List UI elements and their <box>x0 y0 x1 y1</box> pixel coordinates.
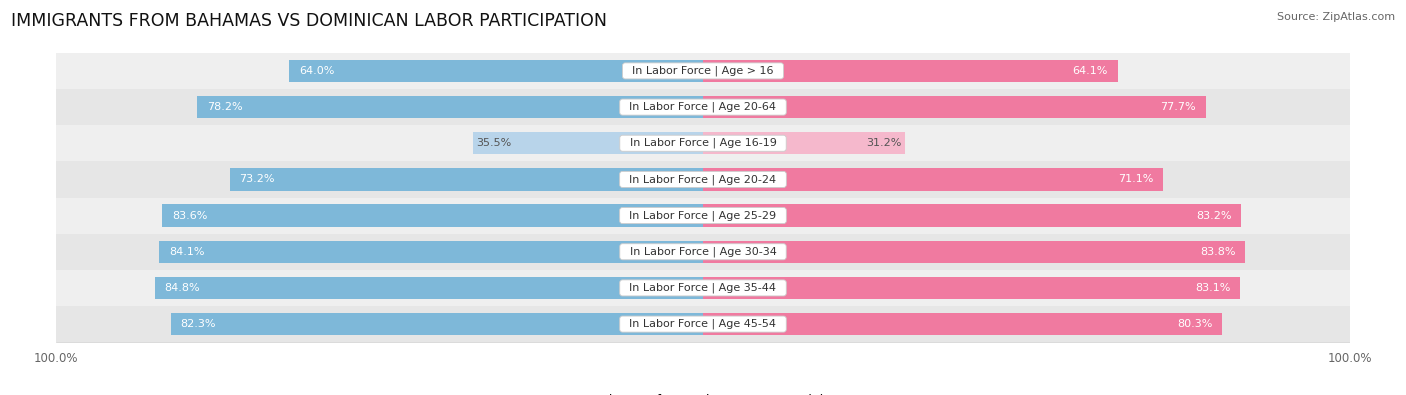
Text: In Labor Force | Age 35-44: In Labor Force | Age 35-44 <box>623 283 783 293</box>
Text: 83.8%: 83.8% <box>1199 247 1236 257</box>
Text: 64.1%: 64.1% <box>1073 66 1108 76</box>
Bar <box>197 96 703 118</box>
Bar <box>703 132 905 154</box>
Text: 77.7%: 77.7% <box>1160 102 1197 112</box>
Bar <box>290 60 703 82</box>
Bar <box>703 277 1240 299</box>
Bar <box>159 241 703 263</box>
Text: 83.6%: 83.6% <box>172 211 208 220</box>
Text: 84.8%: 84.8% <box>165 283 200 293</box>
Text: Source: ZipAtlas.com: Source: ZipAtlas.com <box>1277 12 1395 22</box>
Bar <box>155 277 703 299</box>
Bar <box>162 204 703 227</box>
Text: 80.3%: 80.3% <box>1177 319 1212 329</box>
Text: 73.2%: 73.2% <box>239 175 274 184</box>
Bar <box>703 241 1244 263</box>
Bar <box>170 313 703 335</box>
Legend: Immigrants from Bahamas, Dominican: Immigrants from Bahamas, Dominican <box>560 394 846 395</box>
Bar <box>56 198 1350 234</box>
Text: 31.2%: 31.2% <box>866 138 901 148</box>
Text: 78.2%: 78.2% <box>207 102 243 112</box>
Text: In Labor Force | Age 30-34: In Labor Force | Age 30-34 <box>623 246 783 257</box>
Bar <box>56 89 1350 125</box>
Text: 84.1%: 84.1% <box>169 247 204 257</box>
Text: In Labor Force | Age 16-19: In Labor Force | Age 16-19 <box>623 138 783 149</box>
Text: IMMIGRANTS FROM BAHAMAS VS DOMINICAN LABOR PARTICIPATION: IMMIGRANTS FROM BAHAMAS VS DOMINICAN LAB… <box>11 12 607 30</box>
Text: In Labor Force | Age 20-24: In Labor Force | Age 20-24 <box>623 174 783 185</box>
Bar <box>56 53 1350 89</box>
Text: 83.1%: 83.1% <box>1195 283 1230 293</box>
Bar <box>703 96 1205 118</box>
Text: 82.3%: 82.3% <box>180 319 217 329</box>
Text: In Labor Force | Age 45-54: In Labor Force | Age 45-54 <box>623 319 783 329</box>
Bar <box>703 168 1163 191</box>
Text: In Labor Force | Age > 16: In Labor Force | Age > 16 <box>626 66 780 76</box>
Text: In Labor Force | Age 20-64: In Labor Force | Age 20-64 <box>623 102 783 112</box>
Text: 83.2%: 83.2% <box>1197 211 1232 220</box>
Bar <box>703 313 1222 335</box>
Text: In Labor Force | Age 25-29: In Labor Force | Age 25-29 <box>623 210 783 221</box>
Bar <box>56 234 1350 270</box>
Bar <box>703 60 1118 82</box>
Text: 35.5%: 35.5% <box>477 138 512 148</box>
Bar <box>56 161 1350 198</box>
Text: 71.1%: 71.1% <box>1118 175 1153 184</box>
Bar <box>56 125 1350 161</box>
Bar <box>56 306 1350 342</box>
Bar <box>56 270 1350 306</box>
Bar <box>229 168 703 191</box>
Bar <box>474 132 703 154</box>
Text: 64.0%: 64.0% <box>298 66 335 76</box>
Bar <box>703 204 1241 227</box>
